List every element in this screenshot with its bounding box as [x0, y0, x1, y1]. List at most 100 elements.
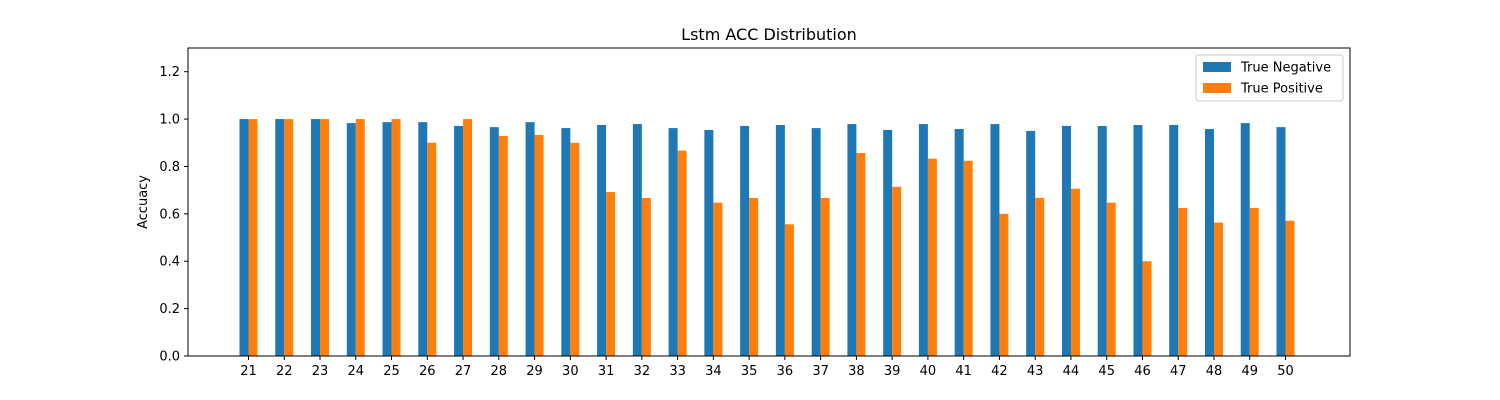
legend-swatch-true-positive: [1203, 83, 1231, 93]
legend-label-true-negative: True Negative: [1240, 61, 1331, 76]
y-tick-label: 1.0: [159, 113, 180, 128]
x-tick-label: 25: [383, 364, 400, 379]
bar-true-negative-37: [811, 128, 821, 356]
x-tick-label: 45: [1098, 364, 1115, 379]
bar-true-positive-33: [677, 150, 687, 356]
bar-true-positive-23: [320, 119, 330, 356]
bar-true-positive-42: [999, 213, 1009, 356]
bar-true-negative-46: [1133, 125, 1143, 356]
bar-true-positive-45: [1106, 202, 1116, 356]
bar-true-negative-48: [1204, 129, 1214, 356]
bar-true-positive-31: [606, 192, 616, 356]
bar-true-positive-39: [892, 186, 902, 356]
x-tick-label: 49: [1241, 364, 1258, 379]
bar-true-positive-46: [1142, 261, 1152, 356]
bar-true-negative-41: [954, 129, 964, 356]
bar-true-negative-35: [740, 125, 750, 356]
chart-title: Lstm ACC Distribution: [681, 25, 857, 44]
x-tick-label: 42: [991, 364, 1008, 379]
bar-true-positive-26: [427, 142, 437, 356]
bar-true-positive-25: [391, 119, 401, 356]
bar-true-negative-34: [704, 129, 714, 356]
bar-true-positive-49: [1249, 207, 1259, 356]
y-tick-label: 0.6: [159, 207, 180, 222]
x-tick-label: 34: [705, 364, 722, 379]
bar-true-positive-40: [927, 158, 937, 356]
bar-true-positive-41: [963, 160, 973, 356]
y-tick-label: 0.0: [159, 350, 180, 365]
bar-true-positive-28: [498, 135, 508, 356]
plot-frame: [187, 47, 1351, 357]
x-tick-label: 26: [419, 364, 436, 379]
y-axis-label: Accuacy: [136, 175, 151, 229]
bar-true-positive-21: [248, 119, 258, 356]
x-tick-label: 41: [955, 364, 972, 379]
legend-box: [1195, 54, 1344, 102]
bar-true-positive-34: [713, 202, 723, 356]
x-tick-label: 35: [741, 364, 758, 379]
x-tick-label: 33: [669, 364, 686, 379]
bar-true-negative-22: [275, 119, 285, 356]
bar-true-negative-29: [525, 122, 535, 356]
legend: True Negative True Positive: [1195, 54, 1344, 102]
x-tick-label: 46: [1134, 364, 1151, 379]
bar-true-positive-47: [1178, 207, 1188, 356]
axes-layer: 21 22 23 24 25 26 27 28 29 30 31 32 33 34 35 36 37 38 39 40…: [159, 47, 1351, 379]
bar-true-negative-36: [775, 125, 785, 356]
x-tick-label: 29: [526, 364, 543, 379]
bar-true-negative-50: [1276, 127, 1286, 356]
x-tick-label: 24: [348, 364, 365, 379]
bar-true-positive-48: [1213, 222, 1223, 356]
bar-true-negative-45: [1097, 125, 1107, 356]
x-tick-label: 43: [1027, 364, 1044, 379]
bar-true-positive-30: [570, 142, 580, 356]
x-tick-label: 37: [812, 364, 829, 379]
legend-label-true-positive: True Positive: [1240, 82, 1323, 97]
bar-true-positive-38: [856, 152, 866, 356]
x-tick-label: 31: [598, 364, 615, 379]
bar-true-positive-50: [1285, 220, 1295, 356]
bar-true-negative-33: [668, 128, 678, 356]
bar-true-positive-27: [463, 119, 473, 356]
bar-true-negative-42: [990, 124, 1000, 356]
x-tick-label: 21: [240, 364, 257, 379]
bar-true-negative-27: [454, 125, 464, 356]
bar-true-negative-24: [346, 123, 356, 356]
bar-true-positive-24: [355, 119, 365, 356]
bar-true-positive-35: [749, 197, 759, 356]
bar-true-negative-49: [1240, 123, 1250, 356]
bar-true-positive-37: [820, 197, 830, 356]
x-tick-label: 36: [777, 364, 794, 379]
x-tick-label: 50: [1277, 364, 1294, 379]
bar-true-negative-43: [1026, 130, 1036, 356]
bar-true-negative-44: [1061, 125, 1071, 356]
bar-true-negative-40: [918, 124, 928, 356]
bar-true-positive-29: [534, 134, 544, 356]
x-tick-label: 27: [455, 364, 472, 379]
x-tick-label: 44: [1063, 364, 1080, 379]
x-tick-label: 23: [312, 364, 329, 379]
bar-true-negative-47: [1169, 125, 1179, 356]
bar-true-negative-28: [489, 127, 499, 356]
y-tick-label: 0.2: [159, 302, 180, 317]
bar-true-positive-36: [784, 224, 794, 356]
x-tick-label: 32: [634, 364, 651, 379]
bar-true-positive-22: [284, 119, 294, 356]
x-tick-label: 22: [276, 364, 293, 379]
bar-true-negative-25: [382, 122, 392, 356]
bar-true-positive-44: [1070, 188, 1080, 356]
x-tick-label: 48: [1206, 364, 1223, 379]
bar-true-positive-43: [1035, 197, 1045, 356]
bar-true-positive-32: [641, 197, 651, 356]
x-tick-label: 39: [884, 364, 901, 379]
bar-true-negative-26: [418, 122, 428, 356]
y-tick-label: 1.2: [159, 65, 180, 80]
bar-true-negative-21: [239, 119, 249, 356]
bar-true-negative-32: [632, 124, 642, 356]
bar-true-negative-31: [597, 125, 607, 356]
x-tick-label: 40: [920, 364, 937, 379]
bar-true-negative-38: [847, 124, 857, 356]
y-tick-label: 0.8: [159, 160, 180, 175]
